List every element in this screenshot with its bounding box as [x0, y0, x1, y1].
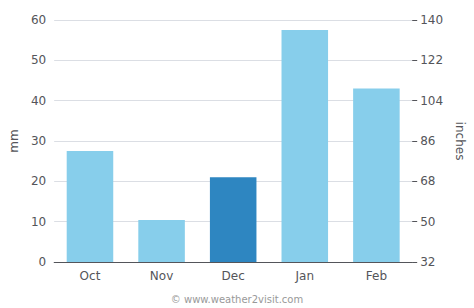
svg-text:86: 86	[420, 134, 435, 148]
svg-text:68: 68	[420, 174, 435, 188]
svg-text:50: 50	[31, 53, 46, 67]
svg-text:122: 122	[420, 53, 443, 67]
svg-text:Dec: Dec	[222, 269, 245, 283]
svg-text:mm: mm	[7, 129, 21, 152]
svg-text:0: 0	[39, 255, 47, 269]
svg-text:30: 30	[31, 134, 46, 148]
svg-text:32: 32	[420, 255, 435, 269]
svg-text:40: 40	[31, 94, 46, 108]
svg-text:© www.weather2visit.com: © www.weather2visit.com	[171, 294, 303, 305]
svg-text:10: 10	[31, 215, 46, 229]
svg-text:60: 60	[31, 13, 46, 27]
svg-text:50: 50	[420, 215, 435, 229]
svg-text:Feb: Feb	[366, 269, 387, 283]
svg-text:140: 140	[420, 13, 443, 27]
svg-text:Jan: Jan	[295, 269, 315, 283]
svg-text:Nov: Nov	[150, 269, 173, 283]
svg-text:Oct: Oct	[80, 269, 101, 283]
svg-text:inches: inches	[453, 122, 467, 161]
svg-text:104: 104	[420, 94, 443, 108]
svg-text:20: 20	[31, 174, 46, 188]
